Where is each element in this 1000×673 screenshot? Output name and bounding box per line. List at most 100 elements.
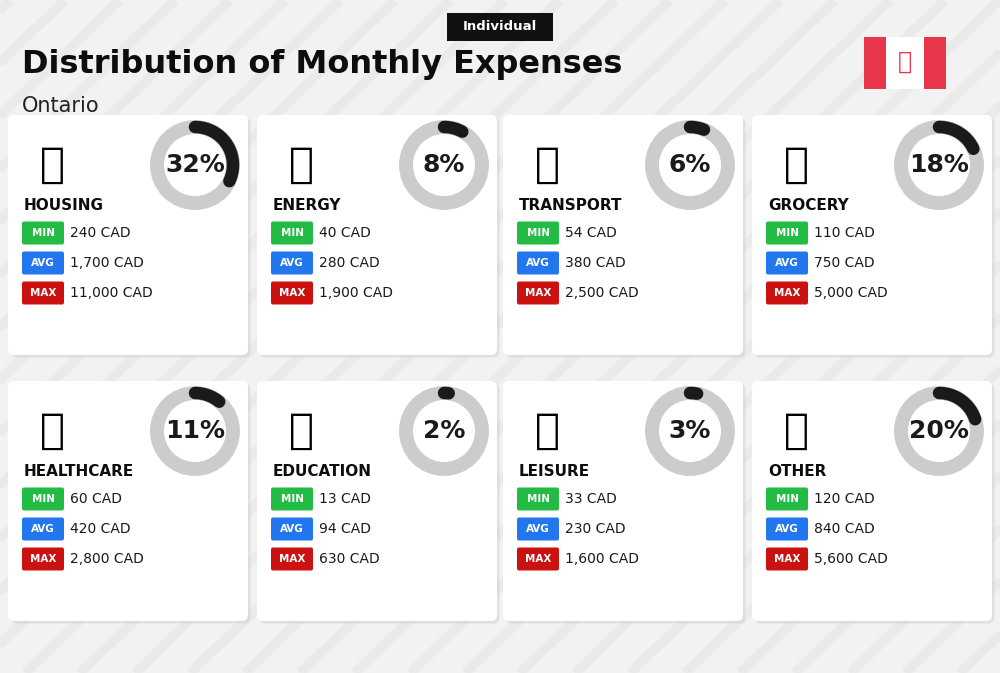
Text: Individual: Individual: [463, 20, 537, 32]
FancyBboxPatch shape: [503, 115, 743, 355]
Text: 🍁: 🍁: [898, 50, 912, 74]
Text: 230 CAD: 230 CAD: [565, 522, 626, 536]
FancyBboxPatch shape: [271, 281, 313, 304]
Text: MIN: MIN: [280, 494, 304, 504]
FancyBboxPatch shape: [755, 384, 995, 623]
Text: 1,700 CAD: 1,700 CAD: [70, 256, 144, 270]
FancyBboxPatch shape: [506, 118, 746, 357]
Text: 2,500 CAD: 2,500 CAD: [565, 286, 639, 300]
Text: Ontario: Ontario: [22, 96, 100, 116]
Text: MAX: MAX: [774, 554, 800, 564]
Text: 🚌: 🚌: [535, 144, 560, 186]
Text: MAX: MAX: [774, 288, 800, 298]
Text: 40 CAD: 40 CAD: [319, 226, 371, 240]
FancyBboxPatch shape: [755, 118, 995, 357]
FancyBboxPatch shape: [22, 252, 64, 275]
Text: HEALTHCARE: HEALTHCARE: [24, 464, 134, 479]
Text: AVG: AVG: [280, 258, 304, 268]
Text: 🏥: 🏥: [40, 410, 65, 452]
Text: 🔌: 🔌: [288, 144, 314, 186]
Text: 33 CAD: 33 CAD: [565, 492, 617, 506]
FancyBboxPatch shape: [22, 221, 64, 244]
Text: AVG: AVG: [775, 524, 799, 534]
Text: 13 CAD: 13 CAD: [319, 492, 371, 506]
Text: AVG: AVG: [31, 258, 55, 268]
FancyBboxPatch shape: [517, 281, 559, 304]
Text: ENERGY: ENERGY: [273, 197, 342, 213]
Circle shape: [406, 127, 482, 203]
Text: MIN: MIN: [32, 228, 55, 238]
FancyBboxPatch shape: [503, 381, 743, 621]
FancyBboxPatch shape: [271, 548, 313, 571]
Text: MAX: MAX: [279, 288, 305, 298]
Text: LEISURE: LEISURE: [519, 464, 590, 479]
FancyBboxPatch shape: [22, 548, 64, 571]
Text: HOUSING: HOUSING: [24, 197, 104, 213]
FancyBboxPatch shape: [864, 37, 946, 89]
Text: 11%: 11%: [165, 419, 225, 443]
Text: MAX: MAX: [30, 288, 56, 298]
FancyBboxPatch shape: [766, 487, 808, 511]
FancyBboxPatch shape: [864, 37, 886, 89]
FancyBboxPatch shape: [8, 115, 248, 355]
Text: MIN: MIN: [32, 494, 55, 504]
Circle shape: [157, 393, 233, 469]
FancyBboxPatch shape: [517, 487, 559, 511]
FancyBboxPatch shape: [11, 118, 250, 357]
Text: MAX: MAX: [279, 554, 305, 564]
Text: GROCERY: GROCERY: [768, 197, 849, 213]
Text: MAX: MAX: [525, 288, 551, 298]
Text: 🎓: 🎓: [288, 410, 314, 452]
Text: 2,800 CAD: 2,800 CAD: [70, 552, 144, 566]
FancyBboxPatch shape: [257, 115, 497, 355]
Text: 🛍️: 🛍️: [535, 410, 560, 452]
Circle shape: [406, 393, 482, 469]
FancyBboxPatch shape: [766, 518, 808, 540]
Text: OTHER: OTHER: [768, 464, 826, 479]
FancyBboxPatch shape: [8, 381, 248, 621]
Text: 630 CAD: 630 CAD: [319, 552, 380, 566]
Text: 18%: 18%: [909, 153, 969, 177]
Text: AVG: AVG: [775, 258, 799, 268]
FancyBboxPatch shape: [22, 487, 64, 511]
Text: 110 CAD: 110 CAD: [814, 226, 875, 240]
Text: 380 CAD: 380 CAD: [565, 256, 626, 270]
Text: AVG: AVG: [526, 258, 550, 268]
Text: TRANSPORT: TRANSPORT: [519, 197, 622, 213]
Text: 6%: 6%: [669, 153, 711, 177]
FancyBboxPatch shape: [257, 381, 497, 621]
Text: AVG: AVG: [526, 524, 550, 534]
FancyBboxPatch shape: [271, 252, 313, 275]
Text: 5,000 CAD: 5,000 CAD: [814, 286, 888, 300]
Text: 8%: 8%: [423, 153, 465, 177]
Text: 840 CAD: 840 CAD: [814, 522, 875, 536]
FancyBboxPatch shape: [271, 221, 313, 244]
Text: 🛒: 🛒: [784, 144, 809, 186]
FancyBboxPatch shape: [271, 518, 313, 540]
FancyBboxPatch shape: [766, 221, 808, 244]
FancyBboxPatch shape: [766, 281, 808, 304]
Text: 280 CAD: 280 CAD: [319, 256, 380, 270]
Text: 3%: 3%: [669, 419, 711, 443]
Text: 1,600 CAD: 1,600 CAD: [565, 552, 639, 566]
Text: 11,000 CAD: 11,000 CAD: [70, 286, 153, 300]
FancyBboxPatch shape: [517, 252, 559, 275]
Text: 54 CAD: 54 CAD: [565, 226, 617, 240]
Text: 👜: 👜: [784, 410, 809, 452]
FancyBboxPatch shape: [766, 548, 808, 571]
FancyBboxPatch shape: [766, 252, 808, 275]
FancyBboxPatch shape: [22, 518, 64, 540]
Text: 420 CAD: 420 CAD: [70, 522, 131, 536]
FancyBboxPatch shape: [752, 115, 992, 355]
FancyBboxPatch shape: [22, 281, 64, 304]
Text: MAX: MAX: [30, 554, 56, 564]
FancyBboxPatch shape: [260, 118, 499, 357]
Text: MIN: MIN: [776, 494, 799, 504]
FancyBboxPatch shape: [517, 518, 559, 540]
Text: 1,900 CAD: 1,900 CAD: [319, 286, 393, 300]
FancyBboxPatch shape: [11, 384, 250, 623]
Circle shape: [652, 393, 728, 469]
Text: 750 CAD: 750 CAD: [814, 256, 875, 270]
Text: 🏢: 🏢: [40, 144, 65, 186]
FancyBboxPatch shape: [447, 13, 552, 41]
